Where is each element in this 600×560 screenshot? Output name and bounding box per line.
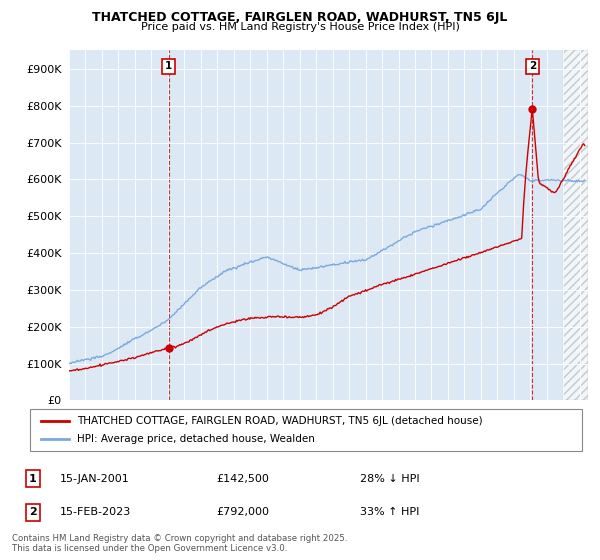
Text: THATCHED COTTAGE, FAIRGLEN ROAD, WADHURST, TN5 6JL: THATCHED COTTAGE, FAIRGLEN ROAD, WADHURS… [92,11,508,24]
Text: 2: 2 [529,62,536,72]
Text: 1: 1 [165,62,172,72]
Text: 28% ↓ HPI: 28% ↓ HPI [360,474,419,484]
Text: 1: 1 [29,474,37,484]
Text: £142,500: £142,500 [216,474,269,484]
Text: 15-JAN-2001: 15-JAN-2001 [60,474,130,484]
Text: Contains HM Land Registry data © Crown copyright and database right 2025.
This d: Contains HM Land Registry data © Crown c… [12,534,347,553]
Text: HPI: Average price, detached house, Wealden: HPI: Average price, detached house, Weal… [77,434,315,444]
Text: 33% ↑ HPI: 33% ↑ HPI [360,507,419,517]
Text: 15-FEB-2023: 15-FEB-2023 [60,507,131,517]
FancyBboxPatch shape [30,409,582,451]
Text: £792,000: £792,000 [216,507,269,517]
Text: 2: 2 [29,507,37,517]
Text: THATCHED COTTAGE, FAIRGLEN ROAD, WADHURST, TN5 6JL (detached house): THATCHED COTTAGE, FAIRGLEN ROAD, WADHURS… [77,416,482,426]
Text: Price paid vs. HM Land Registry's House Price Index (HPI): Price paid vs. HM Land Registry's House … [140,22,460,32]
